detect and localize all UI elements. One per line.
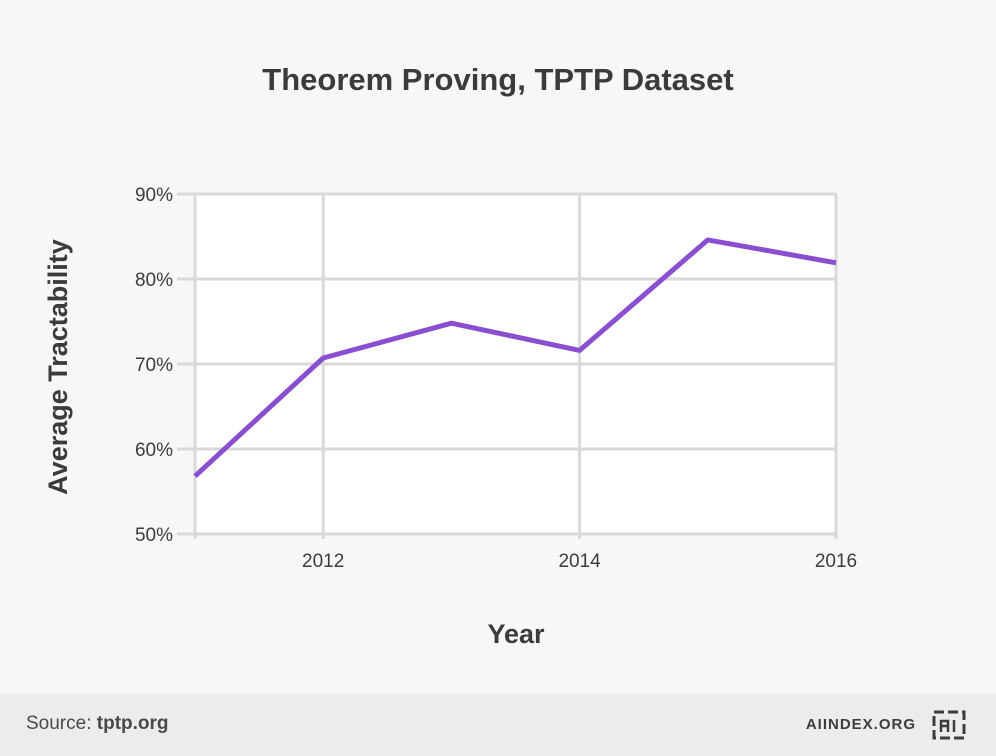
chart-title: Theorem Proving, TPTP Dataset bbox=[262, 62, 734, 97]
ai-index-logo-icon bbox=[932, 710, 966, 740]
x-axis-ticks: 2012 2014 2016 bbox=[302, 551, 857, 572]
chart-grid bbox=[177, 192, 838, 539]
x-tick-label: 2012 bbox=[302, 551, 344, 572]
series-line bbox=[193, 237, 837, 479]
y-axis-label: Average Tractability bbox=[43, 239, 73, 495]
source-label: Source: bbox=[26, 713, 92, 734]
x-tick-label: 2016 bbox=[815, 551, 857, 572]
chart-series bbox=[193, 237, 837, 479]
x-tick-label: 2014 bbox=[558, 551, 601, 572]
source-value: tptp.org bbox=[96, 713, 169, 734]
y-tick-label: 50% bbox=[135, 525, 173, 546]
y-tick-label: 90% bbox=[135, 185, 173, 206]
y-tick-label: 80% bbox=[135, 270, 173, 291]
y-tick-label: 60% bbox=[135, 440, 173, 461]
x-axis-label: Year bbox=[487, 619, 545, 649]
line-chart: 50% 60% 70% 80% 90% 2012 2014 2016 Year Averag… bbox=[43, 185, 857, 649]
y-axis-ticks: 50% 60% 70% 80% 90% bbox=[135, 185, 173, 546]
brand-text: AIINDEX.ORG bbox=[805, 716, 916, 733]
y-tick-label: 70% bbox=[135, 355, 173, 376]
source-note: Source: tptp.org bbox=[26, 713, 169, 735]
footer-bar: Source: tptp.org AIINDEX.ORG bbox=[0, 694, 996, 756]
